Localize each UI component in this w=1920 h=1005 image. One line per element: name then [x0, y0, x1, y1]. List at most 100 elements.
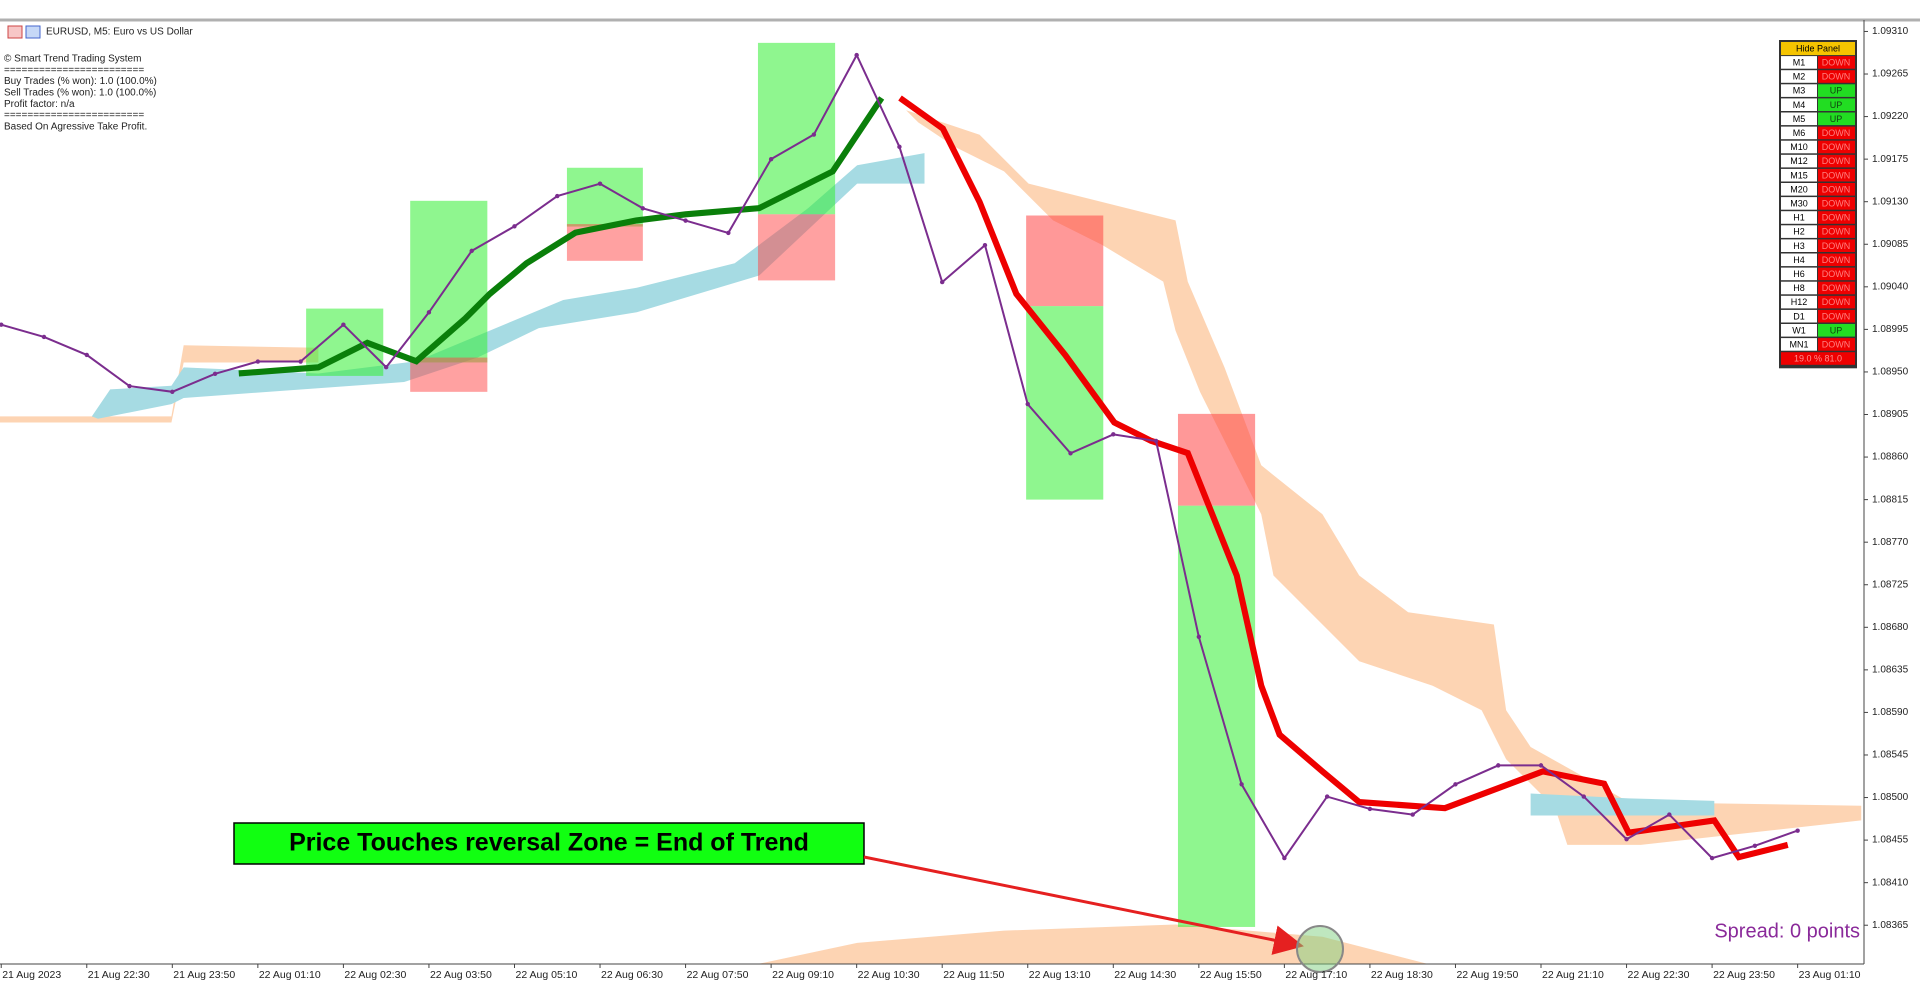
x-tick-label: 21 Aug 2023	[2, 969, 61, 981]
price-point	[512, 224, 517, 229]
y-tick-label: 1.08365	[1872, 920, 1909, 931]
trend-cell	[1818, 281, 1855, 295]
price-point	[640, 206, 646, 211]
y-tick-label: 1.09265	[1872, 69, 1909, 80]
timeframe-label: H2	[1793, 227, 1805, 237]
trend-label: DOWN	[1822, 58, 1851, 68]
timeframe-label: H3	[1793, 241, 1805, 251]
timeframe-cell	[1781, 239, 1817, 252]
timeframe-cell	[1781, 98, 1817, 111]
price-point	[1025, 401, 1030, 407]
y-tick-label: 1.08725	[1872, 579, 1909, 590]
sell-zone	[410, 357, 488, 392]
trend-label: DOWN	[1822, 227, 1851, 237]
trend-label: UP	[1830, 325, 1843, 335]
chart-icon	[7, 25, 23, 39]
timeframe-label: MN1	[1789, 340, 1808, 350]
buy-zone	[1177, 505, 1256, 927]
price-point	[341, 322, 346, 327]
y-tick-label: 1.08860	[1872, 452, 1909, 463]
timeframe-cell	[1781, 281, 1817, 295]
y-tick-label: 1.09130	[1872, 196, 1909, 207]
stats-line: Buy Trades (% won): 1.0 (100.0%)	[4, 76, 157, 87]
timeframe-cell	[1781, 70, 1817, 83]
y-tick-label: 1.08905	[1872, 409, 1909, 420]
trend-label: DOWN	[1822, 199, 1851, 209]
timeframe-cell	[1781, 56, 1817, 69]
price-point	[255, 359, 261, 364]
y-tick-label: 1.08995	[1872, 324, 1909, 335]
trend-cell	[1818, 253, 1855, 267]
trend-cell	[1818, 211, 1855, 224]
x-tick-label: 22 Aug 15:50	[1200, 969, 1262, 981]
blue-cloud-right	[1530, 793, 1715, 816]
price-point	[1367, 806, 1373, 812]
x-tick-label: 22 Aug 13:10	[1029, 969, 1091, 981]
y-tick-label: 1.08590	[1872, 707, 1909, 718]
trend-cell	[1818, 84, 1855, 97]
y-tick-label: 1.08455	[1872, 835, 1909, 846]
price-point	[1752, 843, 1758, 848]
price-point	[1667, 812, 1672, 817]
trend-cell	[1818, 295, 1855, 309]
y-tick-label: 1.08500	[1872, 792, 1909, 803]
price-point	[1068, 451, 1073, 456]
y-tick-label: 1.09220	[1872, 111, 1909, 122]
timeframe-label: M20	[1790, 184, 1808, 194]
timeframe-cell	[1781, 126, 1817, 140]
timeframe-label: M4	[1793, 100, 1806, 110]
x-tick-label: 21 Aug 23:50	[173, 969, 235, 981]
price-point	[1453, 782, 1458, 787]
y-tick-label: 1.08635	[1872, 665, 1909, 676]
timeframe-label: M10	[1790, 142, 1808, 152]
trend-cell	[1818, 154, 1855, 168]
trend-cell	[1818, 140, 1855, 154]
price-point	[683, 218, 688, 223]
y-tick-label: 1.08770	[1872, 537, 1909, 548]
stats-line: Profit factor: n/a	[4, 99, 75, 110]
trend-label: DOWN	[1822, 340, 1851, 350]
timeframe-cell	[1781, 253, 1817, 267]
timeframe-cell	[1781, 112, 1817, 126]
trend-label: UP	[1830, 100, 1843, 110]
trend-label: DOWN	[1822, 156, 1851, 166]
indicator-layer	[0, 42, 1862, 964]
trend-cell	[1818, 183, 1855, 196]
trend-label: DOWN	[1822, 255, 1851, 265]
hide-panel-label: Hide Panel	[1796, 43, 1840, 53]
x-tick-label: 22 Aug 17:10	[1285, 969, 1347, 981]
x-tick-label: 22 Aug 09:10	[772, 969, 834, 981]
timeframe-label: H8	[1793, 283, 1805, 293]
touch-circle	[1296, 925, 1344, 973]
timeframe-label: H4	[1793, 255, 1805, 265]
summary-cell	[1781, 352, 1855, 365]
timeframe-cell	[1781, 225, 1817, 238]
timeframe-cell	[1781, 168, 1817, 182]
trend-label: DOWN	[1822, 283, 1851, 293]
price-point	[726, 230, 731, 236]
x-tick-label: 22 Aug 23:50	[1713, 969, 1775, 981]
timeframe-label: M5	[1793, 114, 1806, 124]
trend-label: DOWN	[1822, 128, 1851, 138]
annotation-arrow	[863, 855, 1304, 955]
trend-label: DOWN	[1822, 184, 1851, 194]
price-point	[1496, 763, 1501, 768]
timeframe-cell	[1781, 211, 1817, 224]
timeframe-cell	[1781, 324, 1817, 337]
price-point	[940, 279, 945, 285]
trend-cell	[1818, 56, 1855, 69]
price-point	[811, 132, 817, 137]
timeframe-label: H12	[1791, 297, 1808, 307]
timeframe-label: M15	[1790, 170, 1808, 180]
timeframe-label: H1	[1793, 213, 1805, 223]
symbol-header: EURUSD, M5: Euro vs US Dollar	[46, 27, 193, 38]
trend-cell	[1818, 267, 1855, 281]
hide-panel-button[interactable]	[1781, 42, 1855, 56]
y-tick-label: 1.09310	[1872, 26, 1909, 37]
y-tick-label: 1.08680	[1872, 622, 1909, 633]
price-point	[426, 310, 432, 315]
timeframe-cell	[1781, 140, 1817, 154]
price-point	[597, 181, 603, 186]
trend-cell	[1818, 225, 1855, 238]
